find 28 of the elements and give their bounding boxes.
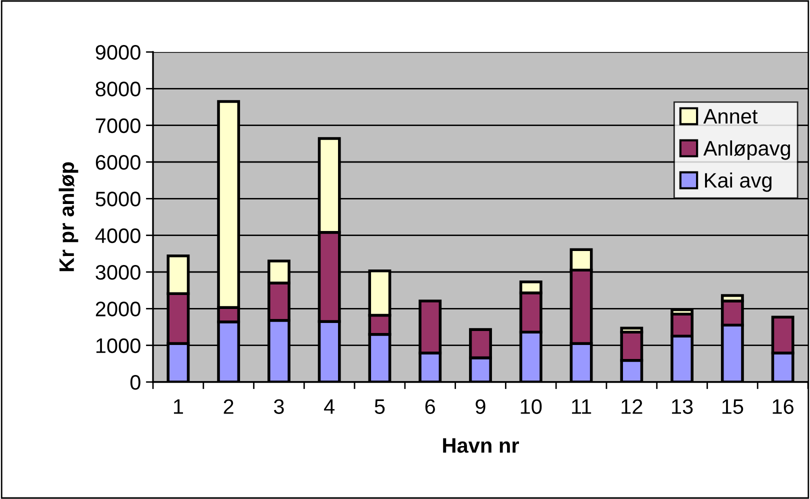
x-tick-label: 12	[622, 399, 642, 414]
legend-label: Kai avg	[705, 172, 772, 192]
x-tick-label: 11	[572, 399, 592, 414]
y-tick-label: 1000	[96, 338, 140, 354]
x-tick-label: 4	[324, 399, 335, 414]
y-tick-label: 3000	[96, 265, 140, 280]
x-tick-label: 1	[174, 399, 183, 414]
y-axis-title: Kr pr anløp	[58, 162, 78, 272]
x-tick-label: 6	[425, 399, 435, 414]
x-tick-label: 15	[722, 399, 744, 414]
x-tick-label: 2	[224, 399, 234, 414]
y-tick-label: 2000	[96, 302, 140, 316]
y-tick-label: 8000	[96, 82, 140, 96]
x-axis-title: Havn nr	[443, 438, 519, 453]
legend-label: Annet	[703, 109, 758, 124]
x-tick-label: 16	[772, 399, 794, 414]
y-tick-label: 7000	[96, 118, 140, 134]
x-tick-label: 10	[520, 399, 542, 414]
y-tick-label: 9000	[96, 45, 140, 60]
x-tick-label: 9	[476, 399, 486, 414]
y-tick-label: 4000	[95, 228, 140, 244]
x-tick-label: 13	[672, 399, 693, 414]
x-tick-label: 3	[274, 399, 284, 414]
x-tick-label: 5	[374, 399, 385, 414]
legend-label: Anløpavg	[703, 140, 790, 160]
y-tick-label: 6000	[96, 155, 140, 170]
y-tick-label: 5000	[96, 192, 140, 206]
y-tick-label: 0	[130, 375, 140, 390]
